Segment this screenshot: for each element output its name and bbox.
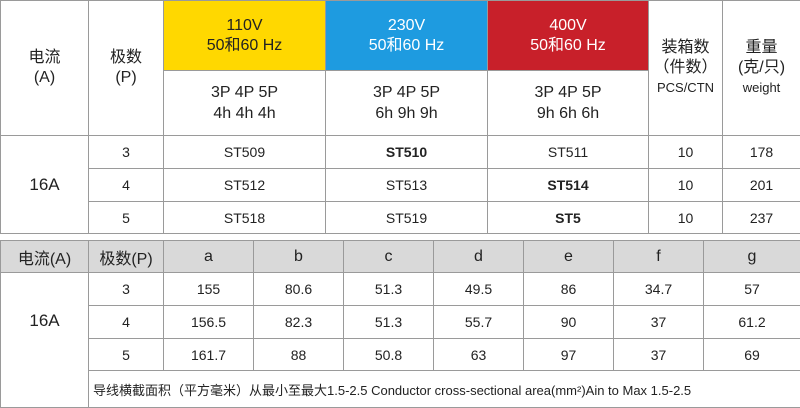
cell: 49.5 bbox=[434, 273, 524, 306]
current-cell: 16A bbox=[1, 136, 89, 234]
cell: 51.3 bbox=[344, 273, 434, 306]
cell: ST519 bbox=[326, 202, 488, 234]
cell: 55.7 bbox=[434, 306, 524, 339]
cell: 37 bbox=[614, 306, 704, 339]
cell: 34.7 bbox=[614, 273, 704, 306]
cell: 4 bbox=[89, 306, 164, 339]
cell: 161.7 bbox=[164, 339, 254, 371]
header-cell: g bbox=[704, 241, 800, 273]
header-pack: 装箱数（件数）PCS/CTN bbox=[649, 1, 723, 136]
cell: 51.3 bbox=[344, 306, 434, 339]
header-cell: 极数(P) bbox=[89, 241, 164, 273]
cell: 3 bbox=[89, 273, 164, 306]
cell: 156.5 bbox=[164, 306, 254, 339]
header-weight: 重量(克/只)weight bbox=[723, 1, 800, 136]
cell: ST518 bbox=[164, 202, 326, 234]
cell: 82.3 bbox=[254, 306, 344, 339]
cell: 10 bbox=[649, 136, 723, 169]
cell: 201 bbox=[723, 169, 800, 202]
cell: ST512 bbox=[164, 169, 326, 202]
cell: 10 bbox=[649, 169, 723, 202]
cell: 37 bbox=[614, 339, 704, 371]
header-cell: c bbox=[344, 241, 434, 273]
cell: 90 bbox=[524, 306, 614, 339]
cell: 5 bbox=[89, 202, 164, 234]
cell: 88 bbox=[254, 339, 344, 371]
cell: 155 bbox=[164, 273, 254, 306]
header-poles: 极数(P) bbox=[89, 1, 164, 136]
cell: 80.6 bbox=[254, 273, 344, 306]
current-cell: 16A bbox=[1, 273, 89, 408]
cell: ST5 bbox=[488, 202, 649, 234]
cell: ST511 bbox=[488, 136, 649, 169]
header-cell: f bbox=[614, 241, 704, 273]
cell: 10 bbox=[649, 202, 723, 234]
cell: ST514 bbox=[488, 169, 649, 202]
cell: 97 bbox=[524, 339, 614, 371]
cell: 5 bbox=[89, 339, 164, 371]
header-cell: 电流(A) bbox=[1, 241, 89, 273]
cell: 3 bbox=[89, 136, 164, 169]
header-cell: b bbox=[254, 241, 344, 273]
cell: 178 bbox=[723, 136, 800, 169]
cell: ST509 bbox=[164, 136, 326, 169]
cell: 61.2 bbox=[704, 306, 800, 339]
cell: ST510 bbox=[326, 136, 488, 169]
cell: 86 bbox=[524, 273, 614, 306]
cell: ST513 bbox=[326, 169, 488, 202]
header-cell: e bbox=[524, 241, 614, 273]
cell: 50.8 bbox=[344, 339, 434, 371]
cell: 63 bbox=[434, 339, 524, 371]
header-current: 电流(A) bbox=[1, 1, 89, 136]
header-cell: a bbox=[164, 241, 254, 273]
cell: 4 bbox=[89, 169, 164, 202]
cell: 69 bbox=[704, 339, 800, 371]
footnote: 导线横截面积（平方毫米）从最小至最大1.5-2.5 Conductor cros… bbox=[89, 371, 800, 408]
cell: 57 bbox=[704, 273, 800, 306]
cell: 237 bbox=[723, 202, 800, 234]
header-cell: d bbox=[434, 241, 524, 273]
